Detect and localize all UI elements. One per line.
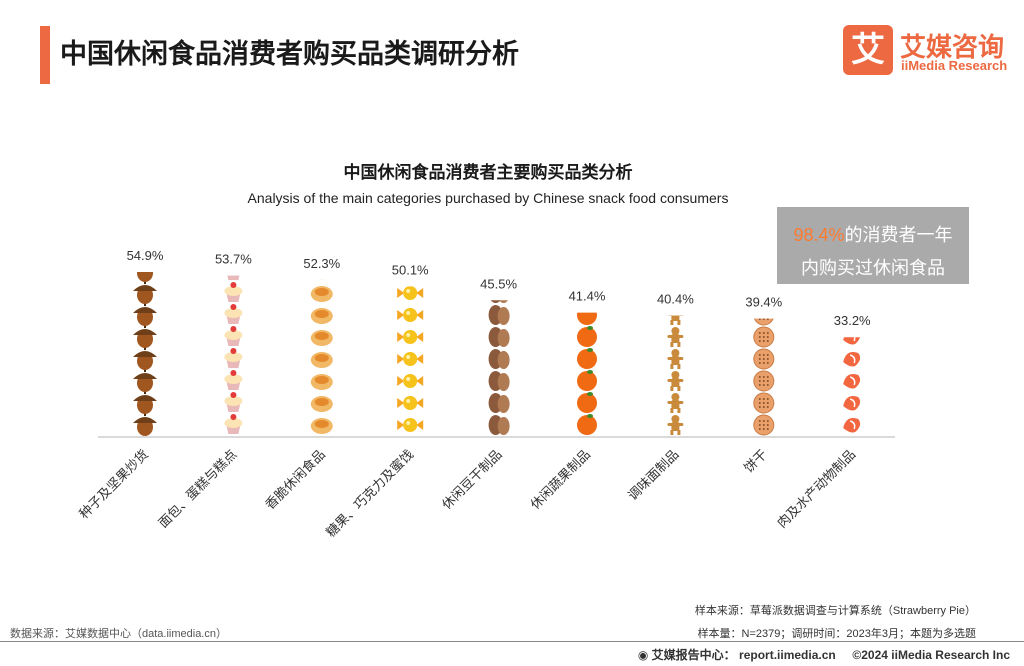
bar-5 — [488, 300, 510, 435]
gingerbread-icon-stack — [667, 315, 684, 435]
value-label-4: 50.1% — [392, 262, 429, 277]
value-label-6: 41.4% — [569, 289, 606, 304]
callout-box: 98.4%的消费者一年 内购买过休闲食品 — [777, 207, 969, 284]
sample-info: 样本量：N=2379；调研时间：2023年3月；本题为多选题 — [697, 628, 976, 640]
category-label-2: 面包、蛋糕与糕点 — [156, 447, 240, 531]
bar-7 — [667, 315, 684, 435]
globe-icon: ◉ — [637, 648, 649, 662]
bar-chart: 54.9% 种子及坚果炒货 53.7% 面包、蛋糕与糕点 52.3% 香脆休闲食品 50.1… — [76, 248, 895, 541]
peanut-icon-stack — [488, 300, 510, 435]
category-label-5: 休闲豆干制品 — [440, 447, 506, 513]
value-label-9: 33.2% — [834, 313, 871, 328]
logo-english-name: iiMedia Research — [901, 58, 1008, 73]
value-label-2: 53.7% — [215, 252, 252, 267]
category-label-8: 饼干 — [742, 447, 771, 476]
callout-line2: 内购买过休闲食品 — [801, 258, 945, 278]
bar-9 — [843, 337, 861, 433]
bar-3 — [310, 279, 333, 434]
bar-2 — [224, 275, 243, 434]
title-accent-bar — [40, 26, 50, 84]
page-title: 中国休闲食品消费者购买品类调研分析 — [60, 39, 519, 69]
footer-bar: ◉ 艾媒报告中心： report.iimedia.cn ©2024 iiMedi… — [638, 646, 1010, 663]
acorn-icon-stack — [133, 272, 157, 436]
candy-icon-stack — [397, 286, 424, 432]
cupcake-icon-stack — [224, 275, 243, 434]
report-center-label: 艾媒报告中心： — [651, 648, 736, 662]
shrimp-icon-stack — [843, 337, 861, 433]
chart-title: 中国休闲食品消费者主要购买品类分析 — [343, 163, 633, 182]
category-label-1: 种子及坚果炒货 — [76, 447, 152, 523]
bar-8 — [753, 318, 775, 436]
value-label-8: 39.4% — [745, 295, 782, 310]
bar-6 — [577, 312, 597, 435]
category-label-7: 调味面制品 — [626, 447, 683, 504]
report-url-link[interactable]: report.iimedia.cn — [739, 648, 836, 662]
value-label-3: 52.3% — [303, 256, 340, 271]
chart-subtitle: Analysis of the main categories purchase… — [247, 190, 729, 206]
logo-chinese-name: 艾媒咨询 — [900, 32, 1005, 62]
bar-4 — [397, 286, 424, 432]
data-source: 数据来源：艾媒数据中心（data.iimedia.cn） — [10, 628, 227, 640]
tart-icon-stack — [310, 279, 333, 434]
orange-icon-stack — [577, 312, 597, 435]
sample-source: 样本来源：草莓派数据调查与计算系统（Strawberry Pie） — [694, 605, 976, 617]
callout-highlight: 98.4% — [793, 225, 845, 245]
category-label-6: 休闲蔬果制品 — [528, 447, 594, 513]
category-label-4: 糖果、巧克力及蜜饯 — [323, 447, 417, 541]
bar-1 — [133, 272, 157, 436]
footer-divider — [0, 641, 1024, 642]
value-label-7: 40.4% — [657, 292, 694, 307]
value-label-1: 54.9% — [127, 248, 164, 263]
category-label-3: 香脆休闲食品 — [262, 447, 328, 513]
copyright: ©2024 iiMedia Research Inc — [852, 648, 1010, 662]
category-label-9: 肉及水产动物制品 — [775, 447, 859, 531]
callout-line1: 的消费者一年 — [844, 225, 953, 245]
biscuit-icon-stack — [753, 318, 775, 436]
logo-mark: 艾 — [843, 25, 893, 75]
iimedia-logo: 艾 艾媒咨询 iiMedia Research — [843, 25, 1013, 80]
value-label-5: 45.5% — [480, 276, 517, 291]
